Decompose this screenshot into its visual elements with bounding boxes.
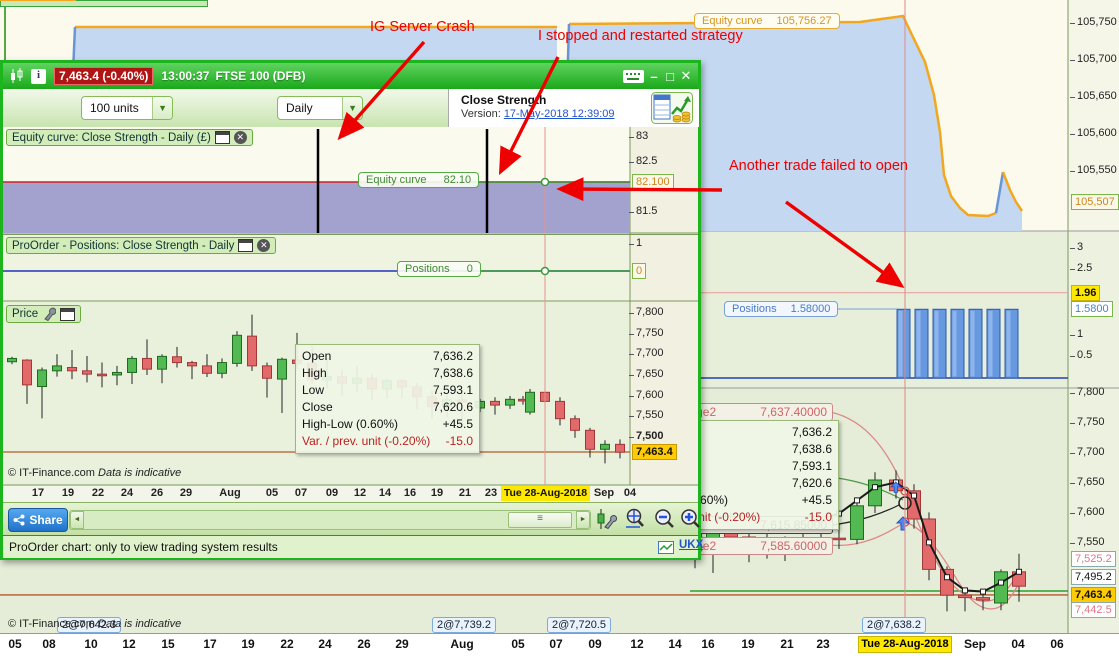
- maximize-button[interactable]: □: [666, 68, 674, 84]
- info-icon[interactable]: i: [31, 68, 46, 84]
- share-label: Share: [29, 513, 63, 527]
- keyboard-icon[interactable]: [622, 69, 646, 84]
- scrollbar-thumb[interactable]: ≡: [508, 512, 572, 528]
- version-label: Version:: [461, 108, 501, 120]
- zoom-out-icon[interactable]: [653, 507, 677, 531]
- share-button[interactable]: Share: [8, 508, 68, 532]
- timeframe-value: Daily: [286, 101, 313, 115]
- chart-settings-icon[interactable]: [595, 507, 619, 531]
- units-value: 100 units: [90, 101, 139, 115]
- titlebar-instrument: FTSE 100 (DFB): [215, 69, 306, 83]
- equity-panel-header: Equity curve: Close Strength - Daily (£)…: [6, 129, 253, 146]
- chevron-down-icon: ▼: [342, 97, 362, 119]
- popout-window-icon[interactable]: [214, 131, 230, 144]
- popout-window-icon[interactable]: [238, 239, 254, 252]
- toolbar: 100 units ▼ Daily ▼ Close Strength Versi…: [3, 89, 699, 128]
- front-chart-area: [3, 127, 698, 502]
- scroll-right-button[interactable]: ►: [576, 511, 590, 529]
- close-button[interactable]: ✕: [680, 68, 692, 83]
- chevron-down-icon: ▼: [152, 97, 172, 119]
- hidden-window-top-strip: [0, 0, 208, 7]
- status-text: ProOrder chart: only to view trading sys…: [9, 540, 278, 554]
- positions-panel-title: ProOrder - Positions: Close Strength - D…: [12, 239, 235, 252]
- version-link[interactable]: 17-May-2018 12:39:09: [503, 108, 615, 120]
- wrench-icon[interactable]: [42, 307, 57, 321]
- chart-window: i 7,463.4 (-0.40%) 13:00:37 FTSE 100 (DF…: [0, 60, 703, 560]
- backtest-report-icon[interactable]: [651, 92, 693, 124]
- ukx-link[interactable]: UKX: [679, 539, 704, 551]
- candlestick-icon: [11, 68, 23, 83]
- annotation-restart: I stopped and restarted strategy: [538, 28, 743, 44]
- close-panel-icon[interactable]: ✕: [257, 239, 271, 252]
- positions-panel-header: ProOrder - Positions: Close Strength - D…: [6, 237, 277, 254]
- popout-window-icon[interactable]: [60, 307, 76, 321]
- strategy-name: Close Strength: [461, 93, 547, 107]
- price-panel-header: Price: [6, 305, 82, 323]
- mini-chart-icon[interactable]: [658, 541, 674, 554]
- scroll-left-button[interactable]: ◄: [70, 511, 84, 529]
- titlebar-time: 13:00:37: [161, 69, 210, 83]
- horizontal-scrollbar[interactable]: ◄ ≡ ►: [69, 510, 591, 530]
- window-statusbar: ProOrder chart: only to view trading sys…: [3, 535, 703, 558]
- close-panel-icon[interactable]: ✕: [233, 131, 247, 144]
- minimize-button[interactable]: –: [650, 68, 658, 84]
- window-titlebar[interactable]: i 7,463.4 (-0.40%) 13:00:37 FTSE 100 (DF…: [3, 63, 698, 89]
- units-dropdown[interactable]: 100 units ▼: [81, 96, 173, 120]
- zoom-fit-icon[interactable]: [623, 507, 647, 531]
- annotation-crash: IG Server Crash: [370, 19, 475, 35]
- annotation-failed: Another trade failed to open: [729, 158, 908, 174]
- timeframe-dropdown[interactable]: Daily ▼: [277, 96, 363, 120]
- price-panel-title: Price: [12, 308, 39, 320]
- bottom-toolbar: Share ◄ ≡ ►: [3, 502, 700, 536]
- price-change-badge: 7,463.4 (-0.40%): [54, 67, 154, 85]
- strategy-version: Version: 17-May-2018 12:39:09: [461, 108, 615, 120]
- zoom-in-icon[interactable]: [679, 507, 703, 531]
- share-icon: [13, 514, 25, 526]
- strategy-panel: Close Strength Version: 17-May-2018 12:3…: [448, 89, 699, 127]
- equity-panel-title: Equity curve: Close Strength - Daily (£): [12, 131, 211, 144]
